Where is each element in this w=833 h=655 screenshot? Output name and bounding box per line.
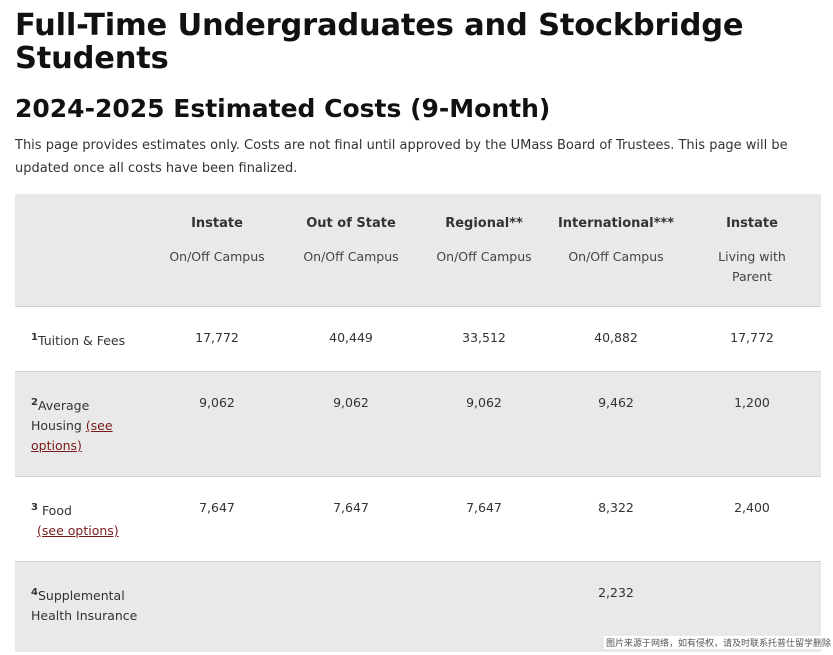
table-cell: 8,322 bbox=[598, 500, 634, 515]
table-cell: 40,449 bbox=[329, 330, 373, 345]
footnote-number: 2 bbox=[31, 397, 38, 408]
footnote-number: 3 bbox=[31, 502, 38, 513]
intro-text: This page provides estimates only. Costs… bbox=[15, 138, 788, 176]
column-header: Regional** bbox=[445, 216, 523, 231]
table-cell: 17,772 bbox=[195, 330, 239, 345]
table-cell: 9,062 bbox=[466, 395, 502, 410]
page-title: Full-Time Undergraduates and Stockbridge… bbox=[15, 8, 744, 76]
table-cell: 2,400 bbox=[734, 500, 770, 515]
row-label: 4Supplemental Health Insurance bbox=[31, 586, 151, 626]
column-header: Instate bbox=[191, 216, 243, 231]
table-cell: 40,882 bbox=[594, 330, 638, 345]
table-cell: 1,200 bbox=[734, 395, 770, 410]
row-label: 2Average Housing (see options) bbox=[31, 396, 131, 456]
section-title: 2024-2025 Estimated Costs (9-Month) bbox=[15, 94, 551, 123]
column-subheader: On/Off Campus bbox=[303, 249, 399, 264]
cost-table: Instate On/Off Campus Out of State On/Of… bbox=[15, 194, 821, 652]
footnote-number: 1 bbox=[31, 332, 38, 343]
row-label-text: Food bbox=[37, 503, 72, 518]
table-cell: 7,647 bbox=[333, 500, 369, 515]
table-cell: 9,062 bbox=[333, 395, 369, 410]
table-cell: 2,232 bbox=[598, 585, 634, 600]
see-options-link[interactable]: (see options) bbox=[37, 523, 119, 538]
column-header: International*** bbox=[557, 216, 675, 231]
row-label-text: Supplemental Health Insurance bbox=[31, 588, 138, 623]
column-subheader: Living with Parent bbox=[718, 249, 786, 284]
column-header: Out of State bbox=[306, 216, 396, 231]
column-subheader: On/Off Campus bbox=[568, 249, 664, 264]
column-header: Instate bbox=[726, 216, 778, 231]
column-subheader: On/Off Campus bbox=[169, 249, 265, 264]
table-cell: 7,647 bbox=[466, 500, 502, 515]
table-row: 2Average Housing (see options) 9,062 9,0… bbox=[15, 372, 821, 477]
column-subheader: On/Off Campus bbox=[436, 249, 532, 264]
row-label: 3 Food (see options) bbox=[31, 501, 141, 541]
table-cell: 17,772 bbox=[730, 330, 774, 345]
table-row: 3 Food (see options) 7,647 7,647 7,647 8,… bbox=[15, 477, 821, 562]
row-label: 1Tuition & Fees bbox=[31, 331, 141, 351]
row-label-text: Average Housing bbox=[31, 398, 90, 433]
table-cell: 7,647 bbox=[199, 500, 235, 515]
row-label-text: Tuition & Fees bbox=[37, 333, 126, 348]
table-cell: 33,512 bbox=[462, 330, 506, 345]
table-cell: 9,462 bbox=[598, 395, 634, 410]
table-row: 1Tuition & Fees 17,772 40,449 33,512 40,… bbox=[15, 307, 821, 372]
table-cell: 9,062 bbox=[199, 395, 235, 410]
table-header-row: Instate On/Off Campus Out of State On/Of… bbox=[15, 194, 821, 307]
see-options-link[interactable]: (see options) bbox=[31, 418, 113, 453]
footnote-number: 4 bbox=[31, 587, 38, 598]
watermark-text: 图片来源于网络，如有侵权，请及时联系托普仕留学删除 bbox=[603, 636, 833, 649]
